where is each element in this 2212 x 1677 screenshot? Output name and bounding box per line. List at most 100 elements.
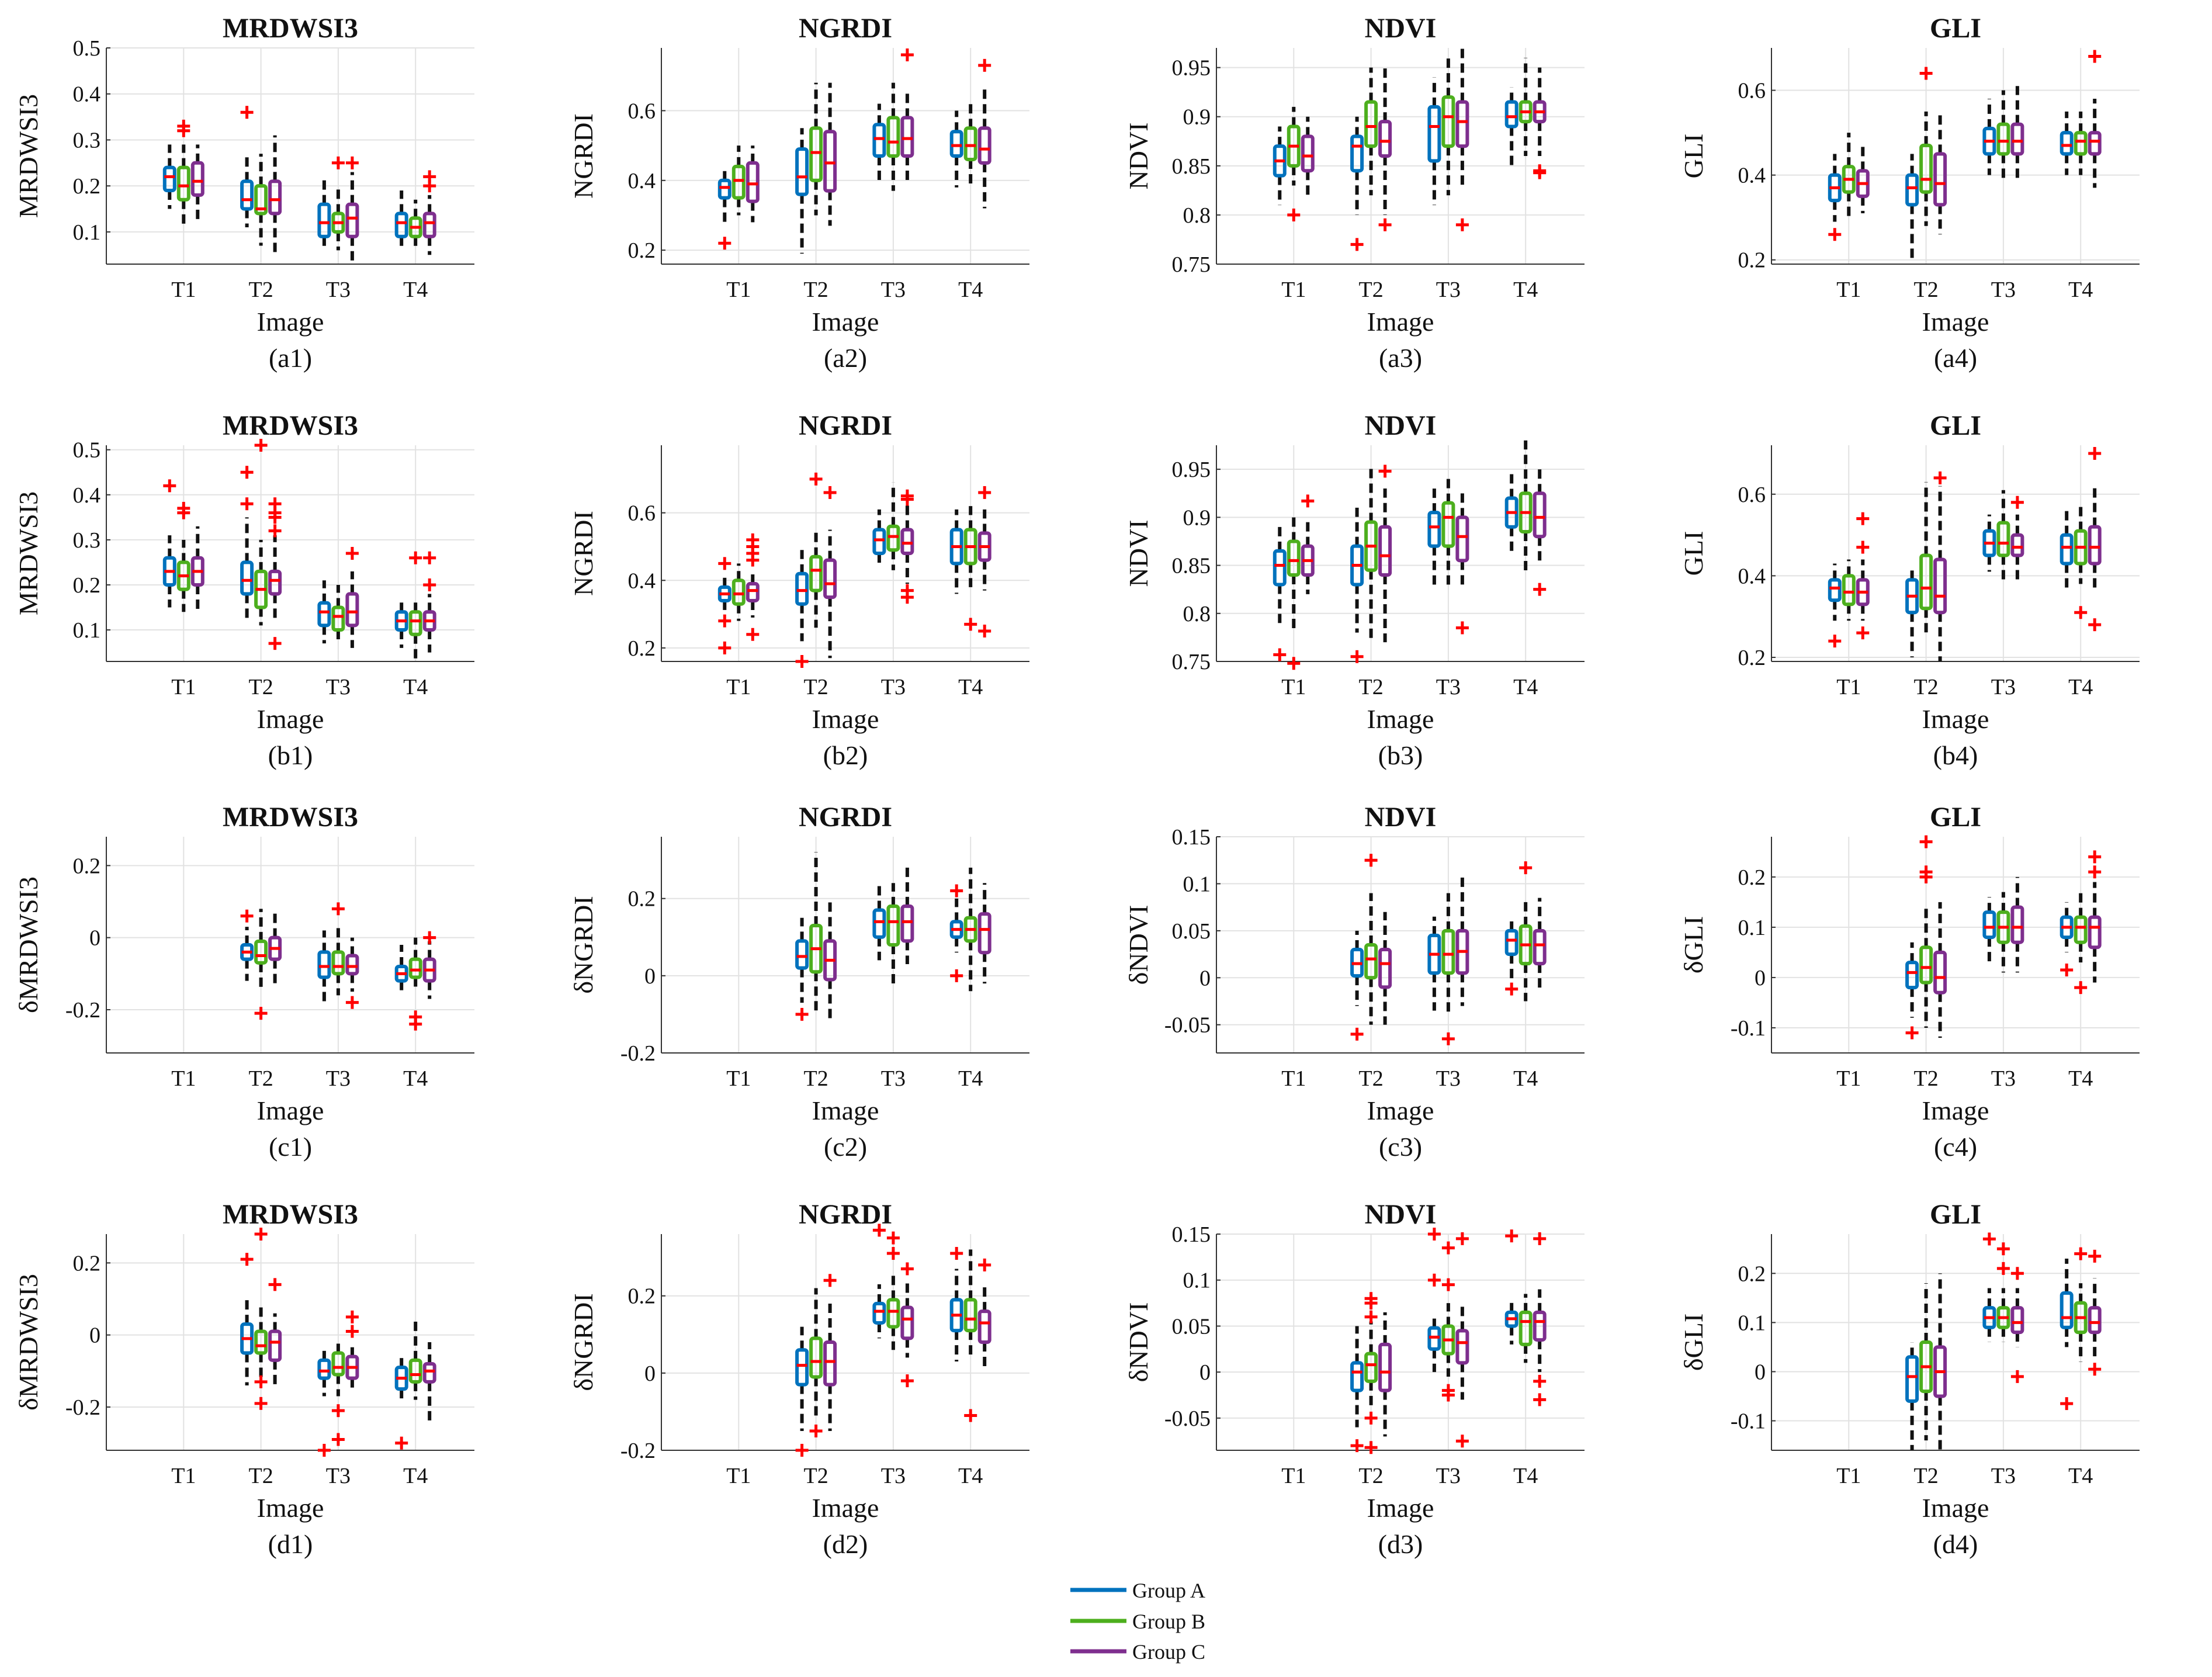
legend-item-group-b: Group B — [1070, 1610, 1205, 1633]
y-tick-label: 0.85 — [1172, 154, 1211, 179]
y-tick-label: 0.2 — [628, 1284, 656, 1309]
box-iqr — [254, 1329, 268, 1355]
y-tick-label: 0.6 — [628, 501, 656, 526]
box-iqr — [886, 116, 900, 158]
legend-label-group-b: Group B — [1132, 1610, 1205, 1633]
box-iqr — [795, 1348, 809, 1387]
y-tick-label: 0.1 — [1183, 872, 1211, 896]
outlier-marker — [718, 237, 731, 250]
y-tick-label: 0.4 — [73, 82, 101, 107]
box-iqr — [809, 1336, 823, 1379]
y-axis-label: MRDWSI3 — [13, 491, 43, 615]
box-t2 — [795, 128, 809, 254]
box-iqr — [900, 904, 914, 943]
box-iqr — [268, 179, 282, 216]
y-tick-label: 0.95 — [1172, 56, 1211, 81]
outlier-marker — [2088, 850, 2102, 864]
box-t3 — [1427, 488, 1441, 585]
box-t3 — [1982, 1232, 1996, 1342]
box-t3 — [886, 482, 900, 570]
outlier-marker — [809, 472, 823, 486]
y-tick-label: -0.05 — [1164, 1013, 1211, 1038]
x-tick-label: T3 — [1991, 278, 2016, 302]
box-iqr — [1919, 553, 1933, 611]
outlier-marker — [1933, 471, 1947, 484]
box-iqr — [886, 1298, 900, 1329]
box-iqr — [2010, 122, 2024, 156]
box-t4 — [408, 199, 422, 251]
box-iqr — [408, 1358, 422, 1384]
y-tick-label: 0.1 — [73, 618, 101, 643]
x-tick-label: T4 — [958, 1464, 983, 1488]
outlier-marker — [395, 1436, 408, 1450]
box-t3 — [317, 580, 331, 644]
y-tick-label: 0.75 — [1172, 650, 1211, 674]
box-iqr — [795, 939, 809, 970]
series-group-c — [190, 497, 436, 653]
box-t2 — [1919, 835, 1933, 1028]
series-group-b — [254, 902, 422, 1031]
box-t1 — [176, 501, 190, 612]
chart-title: MRDWSI3 — [223, 1199, 358, 1230]
outlier-marker — [978, 58, 991, 72]
x-tick-label: T1 — [1836, 278, 1861, 302]
y-tick-label: 0.2 — [1738, 1262, 1766, 1286]
box-t2 — [809, 1288, 823, 1437]
chart-a1: 0.1 0.2 0.3 0.4 0.5 T1 T2 T3 T4 MRDWSI3 Image (a1) M… — [13, 13, 474, 373]
outlier-marker — [2088, 50, 2102, 63]
box-t3 — [331, 584, 345, 644]
box-t4 — [963, 867, 977, 992]
x-tick-label: T4 — [2068, 1464, 2093, 1488]
chart-title: NDVI — [1365, 410, 1437, 441]
box-iqr — [176, 165, 190, 202]
box-t3 — [345, 156, 359, 264]
x-tick-label: T1 — [1836, 675, 1861, 699]
box-t3 — [900, 1262, 914, 1388]
legend-label-group-a: Group A — [1132, 1579, 1205, 1602]
outlier-marker — [964, 1409, 977, 1422]
y-tick-label: 0 — [1199, 966, 1211, 990]
outlier-marker — [978, 486, 991, 499]
grid — [661, 1234, 1029, 1451]
outlier-marker — [331, 1404, 345, 1418]
box-t3 — [872, 103, 886, 181]
outlier-marker — [1919, 67, 1933, 80]
box-t1 — [1301, 116, 1315, 196]
outlier-marker — [423, 578, 436, 591]
series-group-b — [176, 439, 422, 661]
series-group-b — [1919, 1242, 2088, 1441]
x-tick-label: T3 — [326, 278, 351, 302]
box-iqr — [394, 212, 408, 238]
box-iqr — [1441, 95, 1455, 148]
box-t1 — [731, 563, 746, 621]
box-t1 — [1273, 126, 1287, 206]
box-t3 — [317, 1346, 331, 1457]
box-iqr — [1427, 511, 1441, 548]
outlier-marker — [1364, 1310, 1378, 1323]
y-tick-label: 0.75 — [1172, 252, 1211, 277]
outlier-marker — [1533, 583, 1547, 596]
box-t3 — [317, 930, 331, 1003]
outlier-marker — [950, 1247, 963, 1260]
panel-label: (c1) — [269, 1132, 312, 1162]
chart-title: GLI — [1930, 802, 1981, 833]
box-t4 — [2060, 111, 2074, 175]
x-tick-label: T1 — [1281, 278, 1306, 302]
y-axis-label: δGLI — [1679, 1314, 1708, 1371]
box-iqr — [1533, 491, 1547, 539]
box-iqr — [963, 126, 977, 161]
series-group-c — [1301, 48, 1547, 231]
y-tick-label: 0.15 — [1172, 1222, 1211, 1247]
panel-label: (c3) — [1379, 1132, 1422, 1162]
series-group-c — [823, 864, 991, 1023]
x-tick-label: T2 — [1913, 278, 1938, 302]
outlier-marker — [331, 902, 345, 916]
outlier-marker — [718, 614, 731, 628]
series-group-a — [1828, 510, 2074, 658]
outlier-marker — [1519, 861, 1533, 875]
outlier-marker — [331, 1433, 345, 1446]
outlier-marker — [1364, 1411, 1378, 1425]
outlier-marker — [823, 486, 837, 499]
series-group-a — [1273, 469, 1518, 663]
outlier-marker — [177, 506, 190, 519]
